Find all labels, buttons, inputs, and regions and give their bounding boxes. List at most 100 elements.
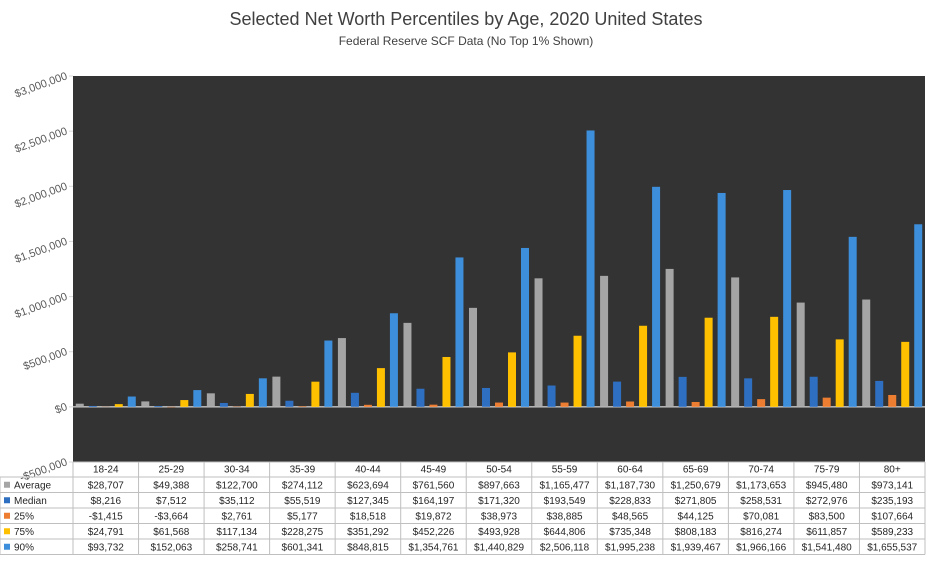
table-cell: $28,707 xyxy=(88,480,125,491)
bar xyxy=(888,394,897,407)
legend-label: Median xyxy=(14,496,47,507)
bar xyxy=(363,404,372,407)
table-cell: $1,995,238 xyxy=(605,542,655,553)
bar xyxy=(193,390,202,407)
legend-key xyxy=(4,543,10,550)
table-cell: $164,197 xyxy=(413,496,455,507)
bar xyxy=(350,392,359,407)
bar xyxy=(88,405,97,407)
table-cell: $1,187,730 xyxy=(605,480,655,491)
table-cell: $973,141 xyxy=(871,480,913,491)
bar xyxy=(521,247,529,407)
table-cell: $601,341 xyxy=(282,542,324,553)
bar xyxy=(298,406,307,407)
table-cell: $897,663 xyxy=(478,480,520,491)
bar xyxy=(534,278,543,407)
legend-label: Average xyxy=(14,480,52,491)
x-tick-label: 70-74 xyxy=(748,465,774,476)
x-tick-label: 30-34 xyxy=(224,465,250,476)
legend-key xyxy=(4,528,10,535)
table-cell: $235,193 xyxy=(871,496,913,507)
bar xyxy=(376,368,385,407)
table-cell: $228,833 xyxy=(609,496,651,507)
table-cell: $2,761 xyxy=(222,511,253,522)
bar xyxy=(744,378,753,407)
table-cell: $274,112 xyxy=(282,480,323,491)
table-cell: $122,700 xyxy=(216,480,258,491)
table-cell: $70,081 xyxy=(743,511,780,522)
x-tick-label: 75-79 xyxy=(814,465,840,476)
bar xyxy=(757,399,766,407)
table-cell: $644,806 xyxy=(544,527,586,538)
bar xyxy=(731,277,740,407)
x-tick-label: 65-69 xyxy=(683,465,709,476)
table-cell: $258,531 xyxy=(740,496,782,507)
bar xyxy=(206,393,215,407)
bar xyxy=(114,404,123,407)
bar xyxy=(429,404,438,407)
table-cell: $258,741 xyxy=(216,542,258,553)
x-tick-label: 60-64 xyxy=(617,465,643,476)
x-tick-label: 80+ xyxy=(884,465,901,476)
table-cell: $228,275 xyxy=(282,527,324,538)
bar xyxy=(796,302,805,407)
bar xyxy=(154,406,163,407)
table-cell: $1,250,679 xyxy=(671,480,721,491)
bar xyxy=(495,402,503,407)
bar xyxy=(508,352,516,407)
bar xyxy=(626,401,635,407)
x-tick-label: 45-49 xyxy=(421,465,447,476)
table-cell: $1,939,467 xyxy=(671,542,721,553)
table-cell: $107,664 xyxy=(871,511,913,522)
table-cell: $1,440,829 xyxy=(474,542,524,553)
x-tick-label: 50-54 xyxy=(486,465,512,476)
table-cell: $493,928 xyxy=(478,527,520,538)
legend-label: 90% xyxy=(14,542,34,553)
bar xyxy=(403,322,412,407)
table-cell: $35,112 xyxy=(219,496,255,507)
bar xyxy=(389,313,398,407)
table-cell: $24,791 xyxy=(88,527,125,538)
table-cell: $38,885 xyxy=(546,511,583,522)
table-cell: $61,568 xyxy=(153,527,190,538)
bar xyxy=(822,397,831,407)
table-cell: $7,512 xyxy=(156,496,187,507)
x-tick-label: 18-24 xyxy=(93,465,119,476)
table-cell: $55,519 xyxy=(284,496,321,507)
table-cell: $5,177 xyxy=(287,511,318,522)
bar xyxy=(285,400,294,407)
bar xyxy=(848,236,857,407)
legend-key xyxy=(4,512,10,519)
table-cell: $93,732 xyxy=(88,542,125,553)
bar xyxy=(875,380,884,407)
bar xyxy=(665,268,674,407)
table-cell: $152,063 xyxy=(150,542,192,553)
bar xyxy=(770,316,779,407)
table-cell: $8,216 xyxy=(90,496,121,507)
bar xyxy=(835,339,844,407)
table-cell: $848,815 xyxy=(347,542,389,553)
bar xyxy=(547,385,556,407)
bar xyxy=(416,388,425,407)
x-tick-label: 35-39 xyxy=(290,465,316,476)
table-cell: $117,134 xyxy=(216,527,257,538)
table-cell: $735,348 xyxy=(609,527,651,538)
table-cell: $1,541,480 xyxy=(802,542,852,553)
legend-key xyxy=(4,481,10,488)
bar xyxy=(809,376,818,407)
bar xyxy=(272,376,281,407)
bar xyxy=(482,387,490,407)
table-cell: $1,354,761 xyxy=(408,542,458,553)
table-cell: $38,973 xyxy=(481,511,518,522)
legend-label: 25% xyxy=(14,511,34,522)
legend-key xyxy=(4,497,10,504)
chart-subtitle: Federal Reserve SCF Data (No Top 1% Show… xyxy=(339,34,594,48)
legend-label: 75% xyxy=(14,527,34,538)
bar xyxy=(258,378,267,407)
table-cell: $1,165,477 xyxy=(540,480,590,491)
table-cell: $272,976 xyxy=(806,496,848,507)
bar xyxy=(639,325,648,407)
bar xyxy=(901,341,910,407)
bar xyxy=(678,376,687,407)
